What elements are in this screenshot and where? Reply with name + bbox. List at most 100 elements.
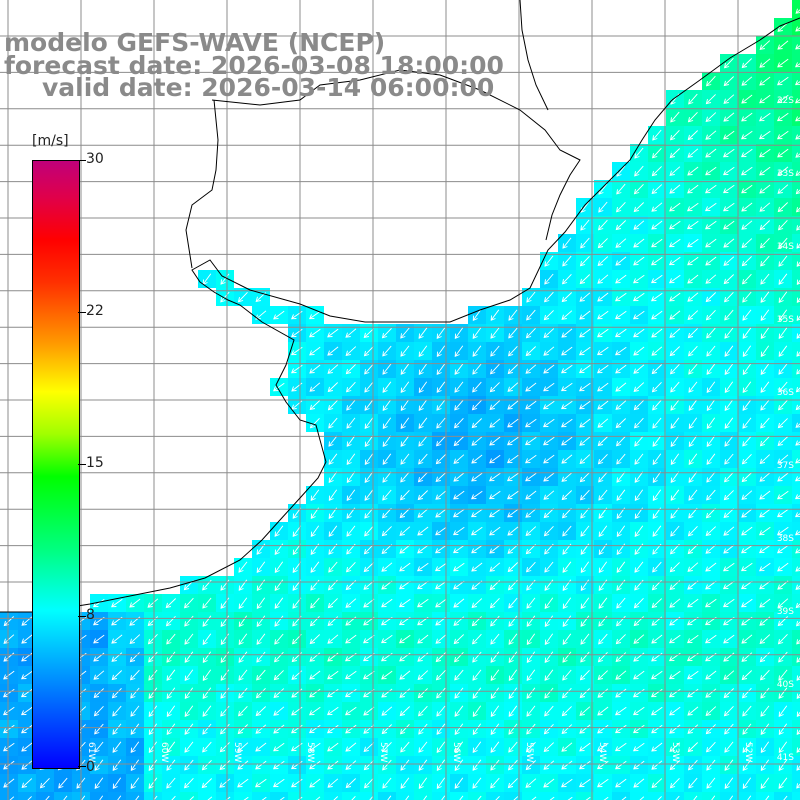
wind-arrow	[346, 417, 356, 429]
wind-arrow	[598, 615, 608, 627]
wind-arrow	[597, 436, 609, 447]
wind-arrow	[202, 723, 212, 735]
wind-arrow	[561, 760, 573, 770]
wind-arrow	[453, 436, 465, 447]
wind-arrow	[651, 256, 663, 266]
wind-arrow	[166, 633, 176, 645]
wind-arrow	[508, 309, 518, 321]
wind-arrow	[741, 238, 753, 248]
wind-arrow	[651, 598, 663, 608]
wind-arrow	[436, 399, 446, 411]
wind-arrow	[741, 562, 753, 572]
wind-arrow	[579, 454, 591, 464]
wind-speed-cell	[792, 720, 800, 738]
wind-arrow	[615, 778, 627, 788]
wind-arrow	[652, 561, 662, 573]
wind-arrow	[579, 328, 591, 338]
wind-arrow	[615, 400, 627, 410]
wind-arrow	[273, 670, 284, 681]
wind-speed-cell	[792, 756, 800, 774]
wind-arrow	[489, 436, 501, 446]
wind-arrow	[255, 778, 267, 788]
wind-speed-cell	[792, 504, 800, 522]
wind-arrow	[525, 508, 537, 518]
wind-arrow	[489, 418, 501, 428]
wind-arrow	[526, 633, 536, 645]
wind-arrow	[435, 669, 446, 681]
wind-arrow	[490, 705, 500, 717]
wind-arrow	[561, 400, 573, 410]
wind-arrow	[207, 796, 213, 800]
wind-speed-cell	[126, 792, 144, 800]
wind-arrow	[670, 363, 680, 375]
wind-arrow	[795, 584, 800, 590]
wind-arrow	[669, 562, 680, 573]
wind-arrow	[687, 292, 699, 302]
wind-arrow	[220, 615, 230, 627]
wind-speed-cell	[792, 360, 800, 378]
wind-arrow	[58, 777, 68, 789]
wind-arrow	[616, 489, 626, 501]
wind-arrow	[400, 453, 410, 465]
wind-arrow	[381, 706, 393, 716]
wind-arrow	[652, 435, 662, 447]
wind-arrow	[760, 723, 770, 735]
wind-arrow	[652, 399, 662, 411]
wind-arrow	[364, 777, 374, 789]
wind-arrow	[652, 129, 662, 141]
wind-arrow	[706, 417, 716, 429]
colorbar-tickmark	[78, 160, 86, 161]
wind-arrow	[777, 94, 789, 104]
wind-arrow	[634, 525, 644, 537]
wind-arrow	[202, 597, 212, 609]
wind-arrow	[435, 634, 447, 644]
wind-arrow	[418, 363, 428, 375]
wind-arrow	[526, 597, 536, 609]
wind-arrow	[435, 472, 447, 482]
wind-arrow	[778, 723, 788, 735]
wind-arrow	[291, 742, 303, 752]
wind-arrow	[525, 436, 537, 446]
lat-label: 32S	[776, 96, 794, 106]
wind-arrow	[544, 291, 554, 303]
wind-speed-cell	[216, 792, 234, 800]
wind-arrow	[489, 544, 501, 554]
wind-arrow	[435, 490, 447, 500]
wind-arrow	[688, 453, 698, 465]
wind-speed-cell	[288, 792, 306, 800]
wind-arrow	[723, 148, 735, 158]
wind-arrow	[220, 273, 230, 285]
wind-arrow	[256, 669, 266, 681]
wind-speed-cell	[792, 414, 800, 432]
wind-arrow	[688, 93, 698, 105]
wind-arrow	[706, 489, 716, 501]
wind-arrow	[453, 598, 465, 608]
wind-arrow	[741, 598, 753, 608]
wind-arrow	[670, 111, 680, 123]
wind-arrow	[778, 741, 788, 753]
wind-arrow	[400, 345, 410, 357]
wind-arrow	[513, 796, 519, 800]
wind-arrow	[795, 512, 800, 518]
wind-arrow	[543, 400, 555, 410]
wind-arrow	[705, 598, 717, 608]
wind-arrow	[742, 417, 752, 429]
wind-arrow	[742, 777, 752, 789]
wind-arrow	[273, 778, 285, 788]
wind-arrow	[670, 453, 680, 465]
wind-arrow	[490, 777, 500, 789]
wind-arrow	[723, 274, 735, 285]
wind-arrow	[148, 723, 158, 735]
wind-arrow	[561, 724, 573, 734]
wind-arrow	[723, 184, 735, 194]
wind-arrow	[669, 724, 681, 734]
wind-arrow	[27, 796, 32, 800]
wind-arrow	[544, 255, 554, 267]
wind-arrow	[778, 759, 788, 771]
wind-arrow	[399, 526, 411, 536]
wind-arrow	[435, 562, 447, 572]
wind-speed-cell	[792, 198, 800, 216]
wind-arrow	[490, 363, 500, 375]
wind-arrow	[669, 310, 681, 320]
wind-arrow	[669, 670, 681, 680]
